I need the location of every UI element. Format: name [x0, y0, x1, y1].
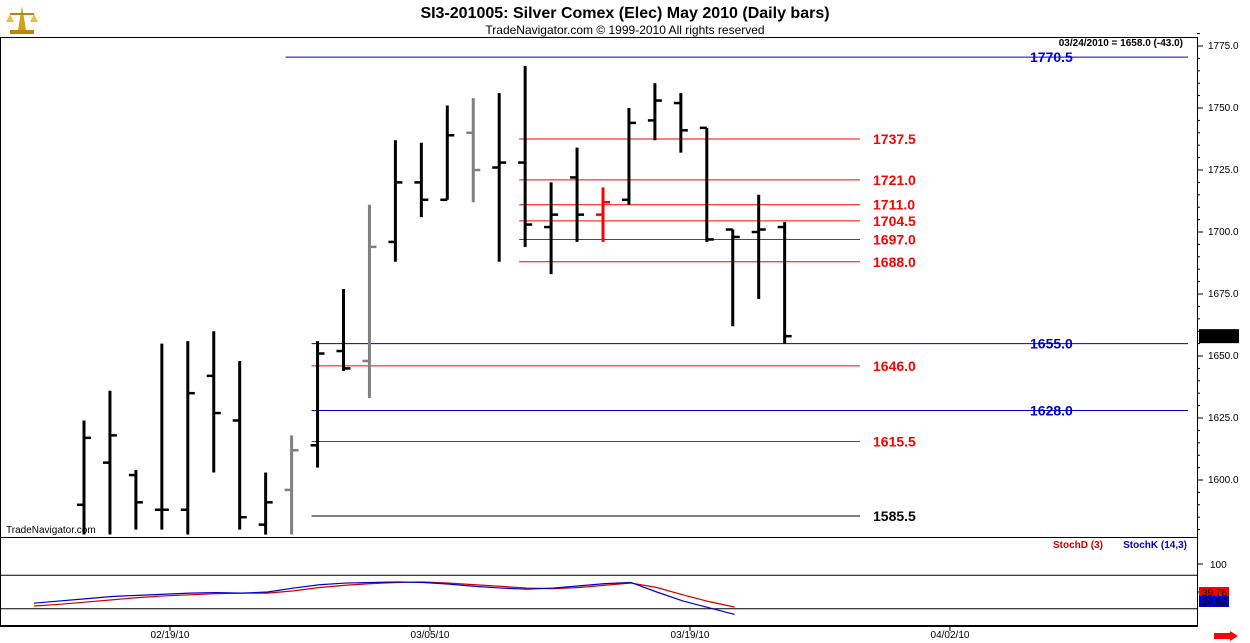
level-line: 1628.0: [311, 403, 1188, 419]
ohlc-bar: [725, 228, 740, 327]
stoch-panel: [0, 537, 1198, 626]
ohlc-bar: [414, 142, 429, 218]
ohlc-bar: [492, 93, 507, 262]
level-line: 1721.0: [519, 172, 916, 188]
level-label: 1585.5: [873, 508, 916, 524]
ohlc-bar: [699, 126, 714, 242]
y-tick-label: 1650.0: [1208, 351, 1239, 362]
ohlc-bar: [77, 420, 91, 535]
y-tick-label: 1775.0: [1208, 41, 1239, 52]
ohlc-bar: [777, 222, 792, 344]
level-line: 1615.5: [311, 434, 916, 450]
x-tick-label: 03/05/10: [411, 630, 450, 641]
level-line: 1697.0: [519, 231, 916, 247]
ohlc-bar: [518, 65, 533, 247]
last-price-label: 1658.0: [1202, 332, 1233, 343]
x-tick-label: 03/19/10: [671, 630, 710, 641]
price-panel: [0, 37, 1198, 538]
level-label: 1697.0: [873, 231, 916, 247]
x-tick-label: 02/19/10: [151, 630, 190, 641]
stoch-last-box: [1199, 596, 1229, 607]
level-label: 1655.0: [1030, 336, 1073, 352]
stoch-last-label: 39.76: [1202, 588, 1227, 599]
ohlc-bar: [570, 147, 585, 242]
level-line: 1585.5: [311, 508, 916, 524]
ohlc-bar: [466, 98, 481, 203]
ohlc-bar: [102, 390, 117, 535]
ohlc-bar: [128, 470, 143, 530]
watermark: TradeNavigator.com: [6, 525, 96, 536]
price-axis: 1600.0 1625.0 1650.0 1675.0 1700.0 1725.0 1750…: [1197, 33, 1239, 531]
level-label: 1646.0: [873, 358, 916, 374]
level-line: 1646.0: [311, 358, 916, 374]
ohlc-bar: [284, 435, 299, 535]
ohlc-bar: [440, 105, 455, 202]
y-tick-label: 1750.0: [1208, 103, 1239, 114]
ohlc-bar: [362, 204, 377, 399]
logo: [6, 6, 38, 34]
ohlc-bar: [544, 182, 559, 275]
ohlc-bar: [596, 187, 610, 242]
level-label: 1737.5: [873, 131, 916, 147]
last-quote: 03/24/2010 = 1658.0 (-43.0): [1059, 38, 1183, 49]
scales-logo-icon: [6, 6, 38, 34]
y-tick-label: 1600.0: [1208, 475, 1239, 486]
level-label: 1688.0: [873, 254, 916, 270]
level-label: 1615.5: [873, 434, 916, 450]
stoch-legend-entry: StochD (3): [1053, 540, 1103, 551]
level-line: 1711.0: [519, 197, 915, 213]
ohlc-bar: [232, 360, 247, 530]
y-tick-label: 1675.0: [1208, 289, 1239, 300]
level-line: 1688.0: [519, 254, 916, 270]
ohlc-bar: [310, 341, 325, 468]
ohlc-bar: [647, 83, 662, 141]
level-label: 1721.0: [873, 172, 916, 188]
date-axis: 02/19/10 03/05/10 03/19/10 04/02/10: [151, 626, 970, 641]
level-line: 1770.5: [285, 49, 1188, 65]
ohlc-bar: [673, 93, 688, 153]
ohlc-bar: [154, 343, 169, 530]
chart-title: SI3-201005: Silver Comex (Elec) May 2010…: [420, 5, 829, 22]
stoch-legend-entry: StochK (14,3): [1123, 540, 1187, 551]
y-tick-label: 1725.0: [1208, 165, 1239, 176]
level-line: 1737.5: [519, 131, 916, 147]
ohlc-bar: [751, 194, 766, 299]
last-price-box: [1199, 329, 1239, 344]
level-label: 1711.0: [873, 197, 915, 213]
stoch-last-label: 24.82: [1202, 597, 1227, 608]
level-label: 1628.0: [1030, 403, 1073, 419]
ohlc-bar: [206, 331, 221, 473]
level-label: 1704.5: [873, 213, 916, 229]
level-label: 1770.5: [1030, 49, 1073, 65]
ohlc-bar: [388, 140, 403, 262]
ohlc-bar: [336, 289, 351, 371]
x-tick-label: 04/02/10: [931, 630, 970, 641]
stoch-last-box: [1199, 587, 1229, 598]
y-tick-label: 1625.0: [1208, 413, 1239, 424]
ohlc-bar: [258, 472, 273, 535]
y-tick-label: 1700.0: [1208, 227, 1239, 238]
stoch-series-line: [33, 581, 735, 615]
level-line: 1655.0: [311, 336, 1188, 352]
ohlc-bar: [621, 108, 636, 205]
ohlc-bar: [180, 341, 195, 535]
stoch-y-tick-label: 100: [1210, 560, 1227, 571]
bars-layer: [77, 65, 792, 535]
copyright: TradeNavigator.com © 1999-2010 All right…: [485, 23, 764, 37]
stoch-series-line: [33, 581, 735, 608]
red-arrow-right-icon[interactable]: [1214, 631, 1238, 641]
